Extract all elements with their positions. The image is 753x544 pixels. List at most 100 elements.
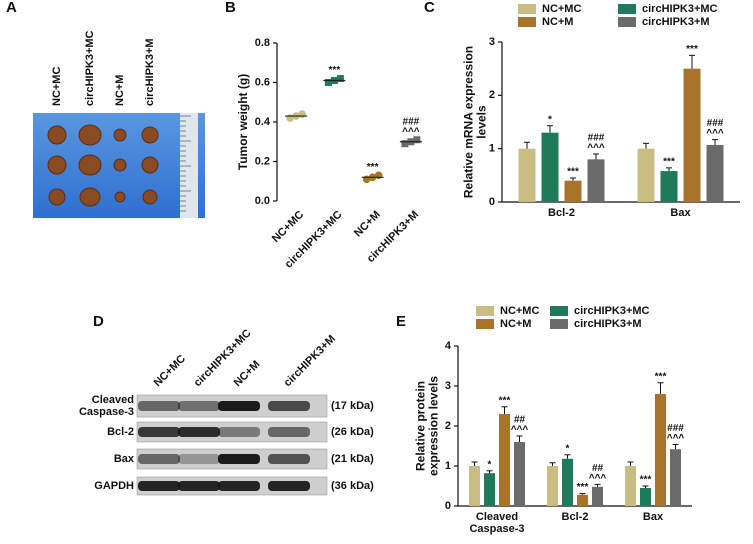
protein-label: GAPDH [94, 480, 134, 492]
lane-label: NC+M [232, 358, 263, 389]
legend-swatch [518, 4, 536, 14]
legend-label: NC+M [500, 318, 531, 330]
x-tick-label: Bcl-2 [562, 511, 589, 523]
lane-label: NC+M [114, 75, 126, 106]
significance-mark: *** [367, 162, 379, 173]
text-line: levels [475, 105, 489, 139]
blot-band [268, 481, 310, 491]
y-tick-label: 0.6 [255, 76, 270, 88]
bar [562, 458, 573, 506]
tumor [79, 187, 101, 207]
blot-band [218, 401, 260, 411]
bar [547, 466, 558, 506]
panel-label: C [424, 0, 435, 16]
legend-label: circHIPK3+M [574, 318, 642, 330]
significance-mark: ^^^ [402, 126, 420, 137]
blot-band [268, 427, 310, 437]
text-line: Cleaved [476, 511, 518, 523]
significance-mark: ### [707, 118, 724, 129]
significance-mark: ^^^ [511, 425, 529, 436]
significance-mark: ### [403, 116, 420, 127]
significance-mark: ## [514, 415, 526, 426]
bar [592, 486, 603, 506]
significance-mark: *** [686, 44, 698, 55]
blot-band [218, 481, 260, 491]
significance-mark: *** [663, 157, 675, 168]
bar [469, 466, 480, 506]
x-tick-label: Bax [643, 511, 664, 523]
bar [577, 494, 588, 506]
legend-swatch [518, 17, 536, 27]
blot-band [138, 401, 180, 411]
tumor [113, 128, 127, 142]
bar [587, 159, 605, 202]
legend-label: circHIPK3+M [642, 16, 710, 28]
y-tick-label: 3 [489, 36, 495, 48]
bar [660, 171, 678, 202]
bar [499, 414, 510, 506]
panel-label: E [396, 313, 406, 330]
protein-label: Bcl-2 [107, 426, 134, 438]
legend-label: NC+M [542, 16, 573, 28]
size-label: (21 kDa) [331, 453, 374, 465]
legend-swatch [476, 306, 494, 316]
tumor [48, 188, 66, 206]
x-tick-label: Bax [670, 207, 691, 219]
y-axis-label: Relative proteinexpression levels [414, 376, 441, 476]
blot-band [268, 454, 310, 464]
legend-swatch [476, 319, 494, 329]
significance-mark: ^^^ [589, 473, 607, 484]
bar [640, 488, 651, 506]
y-tick-label: 0.4 [255, 116, 271, 128]
lane-label: circHIPK3+M [282, 333, 338, 389]
significance-mark: *** [329, 65, 341, 76]
significance-mark: ### [588, 133, 605, 144]
y-tick-label: 3 [445, 380, 451, 392]
bar [514, 442, 525, 506]
significance-mark: *** [577, 482, 589, 493]
significance-mark: *** [499, 395, 511, 406]
legend-label: NC+MC [542, 3, 581, 15]
data-point [401, 140, 409, 148]
bar [683, 68, 701, 203]
protein-label: Bax [114, 453, 135, 465]
text-line: Caspase-3 [469, 523, 524, 535]
text-line: Relative mRNA expression [462, 46, 476, 198]
bar [637, 148, 655, 202]
text-line: Cleaved [92, 394, 134, 406]
blot-band [218, 454, 260, 464]
tumor [113, 158, 127, 172]
ruler [180, 113, 198, 218]
y-tick-label: 2 [445, 420, 451, 432]
significance-mark: ## [592, 463, 604, 474]
data-point [413, 136, 421, 144]
y-tick-label: 2 [489, 89, 495, 101]
lane-label: NC+MC [51, 67, 63, 106]
significance-mark: * [488, 459, 492, 470]
significance-mark: *** [567, 167, 579, 178]
blot-band [138, 481, 180, 491]
significance-mark: *** [640, 475, 652, 486]
bar [541, 132, 559, 202]
x-tick-label: Bcl-2 [548, 207, 575, 219]
legend-swatch [618, 4, 636, 14]
text-line: expression levels [427, 376, 441, 476]
y-tick-label: 4 [445, 340, 452, 352]
legend-swatch [550, 319, 568, 329]
significance-mark: ^^^ [706, 128, 724, 139]
significance-mark: ### [667, 423, 684, 434]
legend-label: NC+MC [500, 305, 539, 317]
x-tick-label: NC+M [352, 209, 383, 240]
y-tick-label: 0.8 [255, 37, 270, 49]
tumor [78, 154, 102, 176]
blot-band [138, 454, 180, 464]
legend-swatch [550, 306, 568, 316]
lane-label: circHIPK3+M [144, 38, 156, 106]
bar [706, 144, 724, 202]
bar [484, 473, 495, 506]
protein-label: Cleaved Caspase-3 [79, 394, 134, 418]
significance-mark: ^^^ [667, 433, 685, 444]
y-tick-label: 1 [445, 460, 451, 472]
significance-mark: * [566, 443, 570, 454]
